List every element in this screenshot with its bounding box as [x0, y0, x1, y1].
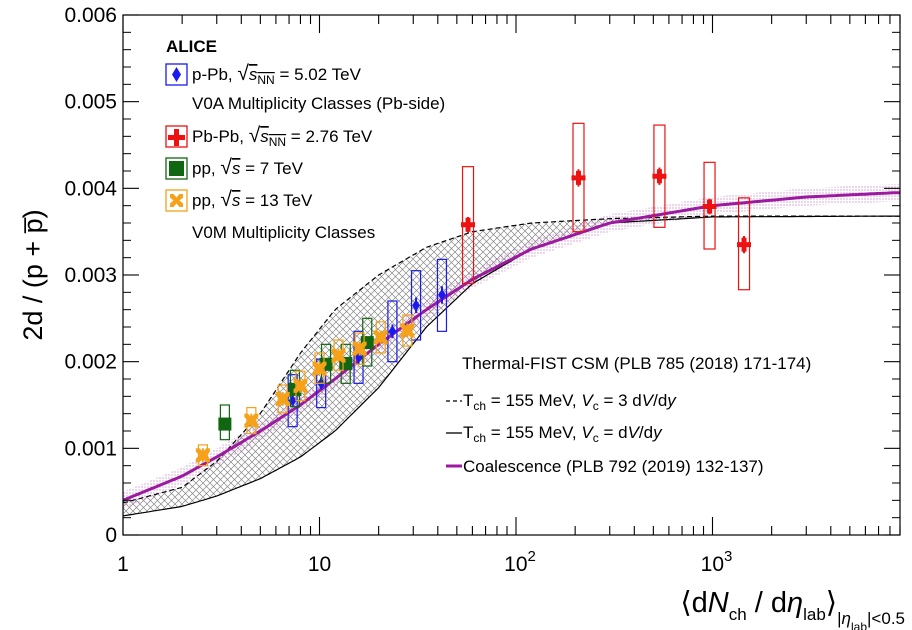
- series-pp13: [195, 314, 415, 467]
- legend-pp-class: V0M Multiplicity Classes: [192, 223, 375, 242]
- y-tick-label: 0.003: [64, 264, 117, 287]
- data-point: [652, 169, 667, 184]
- syst-box: [375, 321, 386, 354]
- legend-label-solid: Tch = 155 MeV, Vc = dV/dy: [463, 423, 663, 445]
- data-point: [352, 341, 367, 356]
- legend-label-dashed: Tch = 155 MeV, Vc = 3 dV/dy: [463, 391, 677, 413]
- data-point: [437, 288, 446, 301]
- legend-marker-pp13: [170, 194, 183, 207]
- data-point: [412, 299, 421, 312]
- syst-box: [333, 339, 344, 371]
- data-point: [388, 325, 397, 338]
- legend-label-pp7: pp, √s = 7 TeV: [192, 156, 304, 179]
- model-legend-title: Thermal-FIST CSM (PLB 785 (2018) 171-174…: [462, 354, 811, 373]
- y-tick-label: 0.006: [64, 4, 117, 27]
- data-point: [275, 391, 290, 406]
- legend-label-pp13: pp, √s = 13 TeV: [192, 188, 313, 211]
- y-axis-title: 2d / (p + p̅): [18, 209, 48, 340]
- data-point: [737, 237, 752, 252]
- data-point: [461, 217, 476, 232]
- legend-box-pp7: [165, 157, 188, 180]
- y-tick-label: 0: [105, 524, 117, 547]
- data-point: [571, 170, 586, 185]
- x-tick-label: 1: [117, 553, 129, 576]
- legend-label-coalescence: Coalescence (PLB 792 (2019) 132-137): [463, 457, 764, 476]
- syst-box: [410, 270, 422, 341]
- data-point: [400, 323, 415, 338]
- coalescence-curve: [123, 191, 900, 502]
- legend-box-ppb: [165, 63, 188, 86]
- syst-box: [402, 314, 413, 347]
- data-point: [218, 417, 232, 431]
- legend-ppb-class: V0A Multiplicity Classes (Pb-side): [192, 94, 445, 113]
- data-point: [331, 348, 346, 363]
- legend-marker-pbpb: [168, 129, 185, 146]
- syst-box: [436, 258, 448, 332]
- legend-marker-pp7: [169, 161, 184, 176]
- data-point: [293, 378, 308, 393]
- x-tick-label: 10: [308, 553, 331, 576]
- y-tick-label: 0.002: [64, 351, 117, 374]
- legend-box-pbpb: [165, 125, 188, 148]
- data-point: [244, 413, 259, 428]
- syst-box: [277, 384, 288, 414]
- y-tick-label: 0.004: [64, 177, 117, 200]
- model-legend: Thermal-FIST CSM (PLB 785 (2018) 171-174…: [446, 354, 811, 476]
- x-tick-label: 103: [701, 548, 733, 576]
- syst-box: [314, 352, 325, 384]
- data-point: [312, 361, 327, 376]
- legend-marker-ppb: [172, 67, 181, 82]
- y-tick-label: 0.005: [64, 91, 117, 114]
- data-point: [373, 330, 388, 345]
- legend-box-pp13: [165, 189, 188, 212]
- legend-label-pbpb: Pb-Pb, √sNN = 2.76 TeV: [192, 124, 373, 149]
- y-tick-label: 0.001: [64, 437, 117, 460]
- data-point: [195, 448, 210, 463]
- experiment-label: ALICE: [166, 37, 217, 56]
- legend: ALICE p-Pb, √sNN = 5.02 TeV V0A Multipli…: [165, 37, 445, 242]
- syst-box: [246, 407, 257, 435]
- syst-box: [354, 332, 365, 365]
- x-axis-title: ⟨dNch / dηlab⟩|ηlab|<0.5: [680, 587, 905, 630]
- data-point: [702, 199, 717, 214]
- syst-box: [387, 300, 398, 363]
- syst-box: [295, 370, 306, 402]
- series-PbPb: [461, 122, 752, 291]
- syst-box: [197, 444, 208, 467]
- csm-uncertainty-band: [123, 216, 900, 516]
- legend-label-ppb: p-Pb, √sNN = 5.02 TeV: [192, 62, 362, 87]
- x-tick-label: 102: [504, 548, 536, 576]
